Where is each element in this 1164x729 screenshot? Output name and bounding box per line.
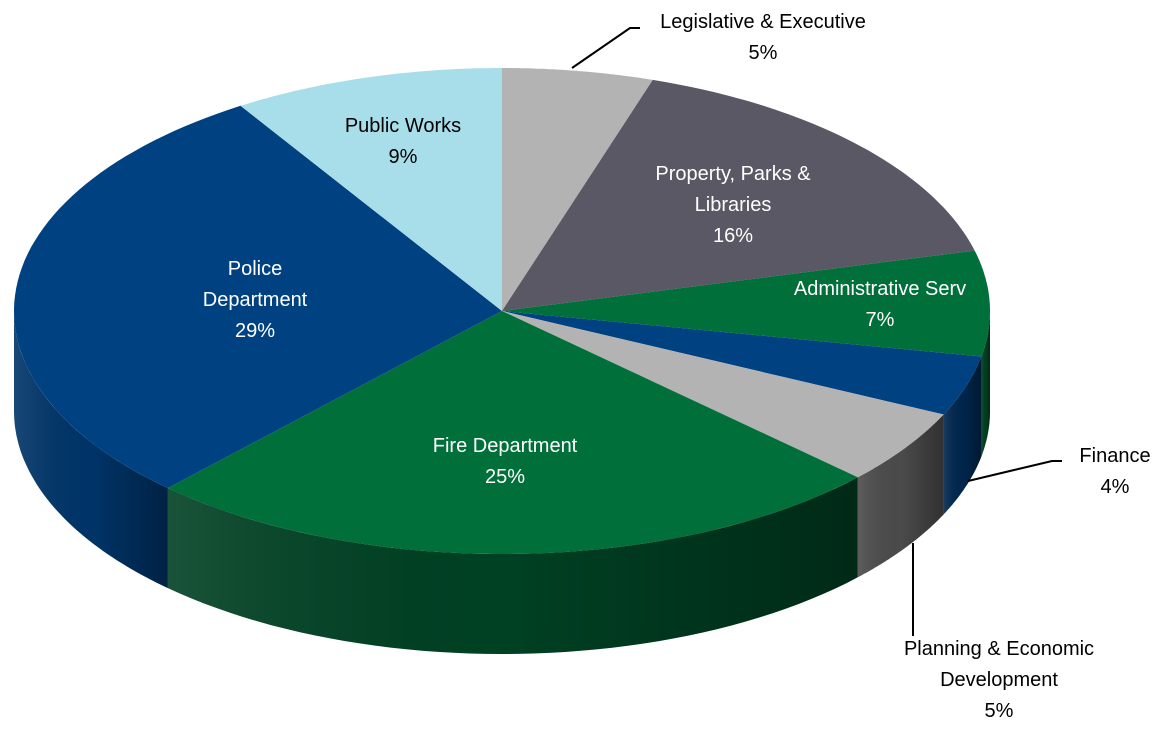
pie-side-shade-6 bbox=[14, 311, 168, 589]
leader-lines bbox=[571, 27, 1062, 636]
pie-slice-finance bbox=[502, 311, 982, 415]
leader-line-0 bbox=[571, 27, 640, 69]
slice-percent: 4% bbox=[1101, 476, 1130, 498]
slice-label: Public Works 9% bbox=[345, 115, 461, 168]
slice-label: Planning & Economic Development 5% bbox=[904, 638, 1094, 722]
slice-name: Planning & Economic bbox=[904, 638, 1094, 660]
slice-label: Fire Department 25% bbox=[433, 435, 578, 488]
slice-label: Administrative Serv 7% bbox=[794, 278, 966, 331]
slice-percent: 5% bbox=[749, 42, 778, 64]
pie-side-shade-4 bbox=[857, 414, 944, 578]
slice-label: Property, Parks & Libraries 16% bbox=[655, 163, 811, 247]
pie-sides bbox=[14, 311, 990, 654]
slice-label: Police Department 29% bbox=[203, 258, 308, 342]
pie-slice-legislative-executive bbox=[502, 68, 653, 311]
slice-name: Legislative & Executive bbox=[660, 11, 866, 33]
slice-name: Police bbox=[228, 258, 282, 280]
slice-name: Finance bbox=[1079, 445, 1150, 467]
slice-percent: 25% bbox=[485, 466, 525, 488]
pie-tops bbox=[14, 68, 990, 554]
pie-side-shade-2 bbox=[981, 311, 990, 457]
slice-name: Property, Parks & bbox=[655, 163, 811, 185]
slice-percent: 16% bbox=[713, 225, 753, 247]
pie-side-shade-5 bbox=[167, 477, 858, 654]
slice-labels: Legislative & Executive 5% Property, Parks… bbox=[203, 11, 1151, 722]
slice-name: Administrative Serv bbox=[794, 278, 966, 300]
slice-label: Legislative & Executive 5% bbox=[660, 11, 866, 64]
pie-slice-fire-department bbox=[167, 311, 858, 554]
slice-name: Libraries bbox=[695, 194, 772, 216]
pie-slice-planning-economic-development bbox=[502, 311, 944, 478]
slice-name: Public Works bbox=[345, 115, 461, 137]
slice-name: Fire Department bbox=[433, 435, 578, 457]
slice-name: Development bbox=[940, 669, 1058, 691]
slice-label: Finance 4% bbox=[1079, 445, 1150, 498]
slice-percent: 9% bbox=[389, 146, 418, 168]
slice-percent: 29% bbox=[235, 320, 275, 342]
pie-slice-property-parks-libraries bbox=[502, 79, 975, 312]
slice-percent: 7% bbox=[866, 309, 895, 331]
pie-slice-police-department bbox=[14, 105, 502, 489]
slice-percent: 5% bbox=[985, 700, 1014, 722]
slice-name: Department bbox=[203, 289, 308, 311]
pie-slice-public-works bbox=[240, 68, 502, 311]
leader-line-3 bbox=[967, 460, 1062, 482]
pie-side-shade-3 bbox=[943, 356, 982, 515]
pie-slice-administrative-serv bbox=[502, 250, 990, 357]
